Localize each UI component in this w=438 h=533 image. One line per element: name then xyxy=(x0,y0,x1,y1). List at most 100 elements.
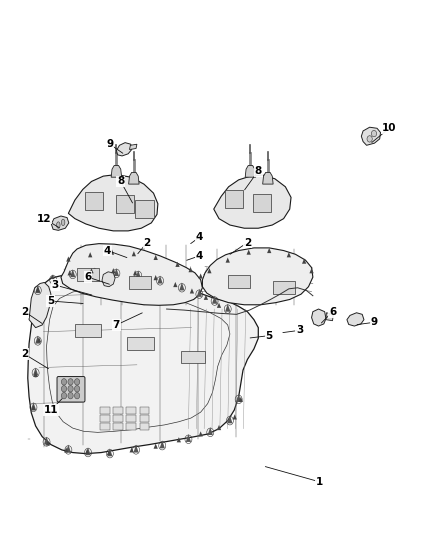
FancyBboxPatch shape xyxy=(113,415,123,422)
FancyBboxPatch shape xyxy=(77,268,99,281)
Polygon shape xyxy=(198,273,203,279)
Polygon shape xyxy=(33,368,38,375)
Polygon shape xyxy=(89,268,94,273)
Polygon shape xyxy=(226,257,230,263)
Polygon shape xyxy=(102,272,115,287)
FancyBboxPatch shape xyxy=(140,423,149,430)
Polygon shape xyxy=(88,252,92,257)
Circle shape xyxy=(61,378,67,385)
Polygon shape xyxy=(311,309,326,326)
Polygon shape xyxy=(233,414,237,419)
Polygon shape xyxy=(326,313,333,321)
FancyBboxPatch shape xyxy=(100,415,110,422)
Polygon shape xyxy=(263,172,273,184)
FancyBboxPatch shape xyxy=(225,190,243,208)
Circle shape xyxy=(74,392,80,399)
Polygon shape xyxy=(33,372,38,377)
Polygon shape xyxy=(208,427,213,435)
FancyBboxPatch shape xyxy=(127,407,136,414)
Polygon shape xyxy=(302,259,306,264)
Polygon shape xyxy=(110,249,114,255)
Polygon shape xyxy=(157,276,162,284)
FancyBboxPatch shape xyxy=(181,351,205,363)
Text: 4: 4 xyxy=(104,246,111,255)
Polygon shape xyxy=(159,440,165,448)
Polygon shape xyxy=(130,144,137,150)
Polygon shape xyxy=(31,402,36,410)
Text: 12: 12 xyxy=(37,214,52,224)
Polygon shape xyxy=(227,415,233,423)
FancyBboxPatch shape xyxy=(273,281,294,294)
Polygon shape xyxy=(50,274,56,282)
Polygon shape xyxy=(28,271,258,454)
FancyBboxPatch shape xyxy=(127,337,153,350)
Polygon shape xyxy=(287,252,291,257)
FancyBboxPatch shape xyxy=(113,423,123,430)
Polygon shape xyxy=(267,248,272,253)
FancyBboxPatch shape xyxy=(127,415,136,422)
Circle shape xyxy=(61,392,67,399)
Text: 8: 8 xyxy=(117,176,124,187)
Polygon shape xyxy=(177,437,181,442)
Polygon shape xyxy=(136,270,141,278)
Polygon shape xyxy=(132,251,136,256)
FancyBboxPatch shape xyxy=(140,407,149,414)
Polygon shape xyxy=(239,397,243,402)
Polygon shape xyxy=(236,394,241,402)
Circle shape xyxy=(68,392,73,399)
Text: 6: 6 xyxy=(329,306,336,317)
Text: 5: 5 xyxy=(47,296,54,306)
Circle shape xyxy=(74,385,80,392)
FancyBboxPatch shape xyxy=(75,324,101,337)
FancyBboxPatch shape xyxy=(57,376,85,402)
FancyBboxPatch shape xyxy=(253,194,272,212)
Polygon shape xyxy=(44,437,49,445)
Polygon shape xyxy=(64,447,68,453)
Polygon shape xyxy=(85,447,91,455)
Polygon shape xyxy=(61,244,202,305)
Polygon shape xyxy=(66,256,71,262)
Polygon shape xyxy=(92,268,97,276)
Polygon shape xyxy=(133,270,137,276)
Polygon shape xyxy=(154,255,158,260)
Polygon shape xyxy=(107,450,111,455)
Polygon shape xyxy=(46,440,50,446)
Polygon shape xyxy=(129,172,139,184)
Polygon shape xyxy=(50,274,54,280)
Circle shape xyxy=(371,131,377,137)
Polygon shape xyxy=(347,313,364,326)
Text: 4: 4 xyxy=(196,251,203,261)
Polygon shape xyxy=(85,449,89,454)
Polygon shape xyxy=(67,270,72,276)
Text: 10: 10 xyxy=(382,123,396,133)
FancyBboxPatch shape xyxy=(113,407,123,414)
Polygon shape xyxy=(107,448,113,456)
FancyBboxPatch shape xyxy=(135,199,153,217)
Text: 7: 7 xyxy=(113,320,120,330)
Polygon shape xyxy=(361,127,381,146)
Polygon shape xyxy=(51,216,69,230)
Circle shape xyxy=(74,378,80,385)
Text: 11: 11 xyxy=(44,405,58,415)
Polygon shape xyxy=(197,289,202,297)
Polygon shape xyxy=(225,304,230,312)
Text: 4: 4 xyxy=(196,232,203,243)
FancyBboxPatch shape xyxy=(116,195,134,213)
Polygon shape xyxy=(204,295,208,300)
Polygon shape xyxy=(309,268,314,273)
Polygon shape xyxy=(66,445,71,453)
FancyBboxPatch shape xyxy=(100,423,110,430)
Polygon shape xyxy=(35,285,40,293)
Polygon shape xyxy=(188,267,193,272)
Text: 5: 5 xyxy=(265,330,273,341)
Text: 2: 2 xyxy=(143,238,151,247)
Text: 1: 1 xyxy=(316,477,323,487)
Polygon shape xyxy=(111,268,116,273)
Text: 9: 9 xyxy=(106,139,113,149)
Polygon shape xyxy=(212,296,217,304)
Polygon shape xyxy=(117,143,132,156)
FancyBboxPatch shape xyxy=(228,275,250,288)
Circle shape xyxy=(68,385,73,392)
Text: 3: 3 xyxy=(296,325,304,335)
Polygon shape xyxy=(214,175,291,228)
